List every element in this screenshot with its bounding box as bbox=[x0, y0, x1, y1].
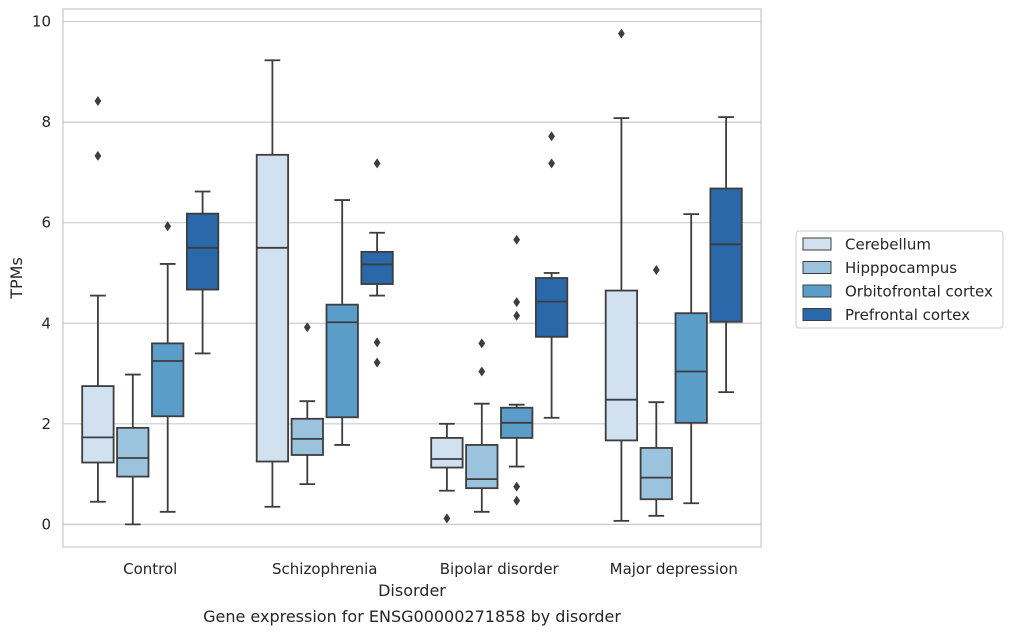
legend-swatch bbox=[802, 284, 832, 298]
box bbox=[360, 250, 394, 285]
box-group bbox=[151, 221, 185, 513]
legend-label: Cerebellum bbox=[845, 236, 931, 254]
outlier-point bbox=[373, 158, 381, 169]
legend: Cerebellum Hipppocampus Orbitofrontal cort… bbox=[795, 230, 1004, 329]
outlier-point bbox=[513, 310, 521, 321]
y-tick-labels: 0 2 4 6 8 10 bbox=[32, 13, 51, 534]
box-group bbox=[290, 322, 324, 486]
x-tick-label: Major depression bbox=[610, 560, 738, 578]
box bbox=[81, 385, 115, 464]
x-tick-labels: Control Schizophrenia Bipolar disorder Majo… bbox=[123, 560, 738, 578]
box-group bbox=[185, 190, 220, 355]
box-group bbox=[604, 28, 639, 522]
box bbox=[430, 436, 464, 469]
y-tick-label: 2 bbox=[41, 415, 51, 433]
box-group bbox=[360, 158, 394, 368]
outlier-point bbox=[513, 234, 521, 245]
y-tick-label: 6 bbox=[41, 214, 51, 232]
box-group bbox=[325, 199, 359, 446]
outlier-point bbox=[164, 221, 172, 232]
outlier-point bbox=[513, 297, 521, 308]
box bbox=[639, 447, 673, 501]
outlier-point bbox=[478, 338, 486, 349]
x-tick-label: Schizophrenia bbox=[272, 560, 377, 578]
outlier-point bbox=[513, 495, 521, 506]
outlier-point bbox=[548, 158, 555, 169]
legend-swatch bbox=[802, 308, 832, 321]
box bbox=[325, 303, 359, 419]
box bbox=[116, 426, 150, 478]
box-group bbox=[709, 116, 743, 394]
box bbox=[151, 342, 185, 418]
x-axis-title: Disorder bbox=[378, 581, 446, 600]
box bbox=[465, 444, 499, 490]
outlier-point bbox=[443, 513, 451, 524]
box-group bbox=[255, 59, 290, 508]
outlier-point bbox=[94, 96, 102, 107]
grid-lines bbox=[63, 20, 761, 525]
outlier-point bbox=[373, 337, 381, 348]
box-group bbox=[116, 373, 150, 526]
box-group bbox=[81, 96, 115, 503]
box-group bbox=[430, 422, 464, 524]
legend-label: Orbitofrontal cortex bbox=[845, 283, 993, 301]
legend-frame bbox=[795, 230, 1004, 329]
legend-label: Prefrontal cortex bbox=[845, 306, 970, 324]
box bbox=[534, 277, 569, 338]
box bbox=[709, 187, 743, 323]
y-tick-label: 0 bbox=[41, 515, 51, 533]
x-tick-label: Bipolar disorder bbox=[440, 560, 560, 578]
outlier-point bbox=[478, 366, 486, 377]
y-tick-label: 10 bbox=[32, 13, 51, 31]
x-tick-label: Control bbox=[123, 560, 177, 578]
box-group bbox=[639, 264, 673, 517]
outlier-point bbox=[373, 357, 381, 368]
legend-swatch bbox=[802, 237, 832, 251]
y-axis-title: TPMs bbox=[7, 257, 26, 300]
box-group bbox=[500, 234, 534, 506]
box-layer bbox=[81, 28, 743, 526]
outlier-point bbox=[94, 150, 102, 161]
outlier-point bbox=[513, 481, 521, 492]
box bbox=[255, 153, 290, 463]
legend-label: Hipppocampus bbox=[845, 259, 957, 277]
outlier-point bbox=[548, 131, 555, 142]
box bbox=[604, 289, 639, 442]
box-group bbox=[465, 338, 499, 513]
box-group bbox=[534, 131, 569, 419]
legend-swatch bbox=[802, 261, 832, 274]
outlier-point bbox=[303, 322, 311, 333]
chart-caption: Gene expression for ENSG00000271858 by d… bbox=[203, 607, 621, 626]
y-tick-label: 4 bbox=[41, 314, 51, 332]
box bbox=[674, 312, 708, 424]
y-tick-label: 8 bbox=[41, 113, 51, 131]
box bbox=[185, 212, 220, 291]
outlier-point bbox=[652, 264, 660, 275]
outlier-point bbox=[618, 28, 625, 39]
box bbox=[290, 417, 324, 456]
box-group bbox=[674, 213, 708, 505]
